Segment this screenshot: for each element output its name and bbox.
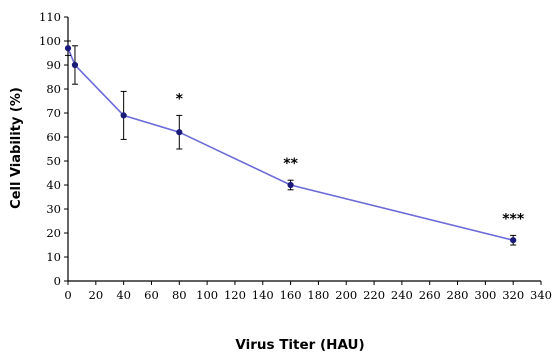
- significance-label: *: [176, 91, 184, 107]
- significance-label: **: [283, 156, 298, 172]
- data-point: [120, 112, 127, 119]
- data-point: [287, 181, 294, 189]
- y-tick-label: 40: [46, 178, 61, 192]
- y-tick-label: 110: [39, 10, 61, 24]
- x-tick-label: 300: [474, 288, 496, 302]
- series-line: [67, 47, 514, 241]
- x-tick-label: 160: [280, 288, 302, 302]
- y-tick-label: 10: [46, 250, 61, 264]
- y-tick-label: 70: [46, 106, 61, 120]
- x-tick-label: 140: [252, 288, 274, 302]
- x-tick-label: 0: [64, 288, 71, 302]
- x-tick-label: 220: [363, 288, 385, 302]
- x-tick-label: 340: [530, 288, 552, 302]
- x-tick-label: 100: [196, 288, 218, 302]
- y-tick-label: 100: [39, 34, 61, 48]
- x-tick-label: 20: [89, 288, 104, 302]
- x-axis-title: Virus Titer (HAU): [235, 337, 364, 353]
- x-tick-label: 240: [391, 288, 413, 302]
- y-tick-label: 90: [46, 58, 61, 72]
- y-tick-label: 80: [46, 82, 61, 96]
- y-tick-label: 60: [46, 130, 61, 144]
- y-tick-label: 50: [46, 154, 61, 168]
- plot-area: ******: [64, 40, 525, 246]
- y-tick-label: 20: [46, 226, 61, 240]
- x-tick-label: 200: [335, 288, 357, 302]
- data-point: [510, 237, 517, 244]
- y-axis-title: Cell Viability (%): [9, 87, 24, 209]
- x-tick-label: 60: [144, 288, 159, 302]
- y-tick-label: 30: [46, 202, 61, 216]
- data-point: [176, 129, 183, 136]
- data-point: [64, 45, 72, 52]
- axes: 0 10 20 30 40 50 60 70 80 90 100 110 0 20 40 60 80 100 120…: [39, 10, 552, 302]
- x-tick-label: 180: [307, 288, 329, 302]
- x-tick-label: 320: [502, 288, 524, 302]
- x-tick-label: 120: [224, 288, 246, 302]
- x-tick-label: 40: [116, 288, 131, 302]
- x-tick-label: 280: [447, 288, 469, 302]
- x-tick-label: 80: [172, 288, 187, 302]
- x-tick-label: 260: [419, 288, 441, 302]
- y-tick-label: 0: [54, 274, 61, 288]
- significance-label: ***: [502, 211, 525, 227]
- data-point: [71, 61, 79, 69]
